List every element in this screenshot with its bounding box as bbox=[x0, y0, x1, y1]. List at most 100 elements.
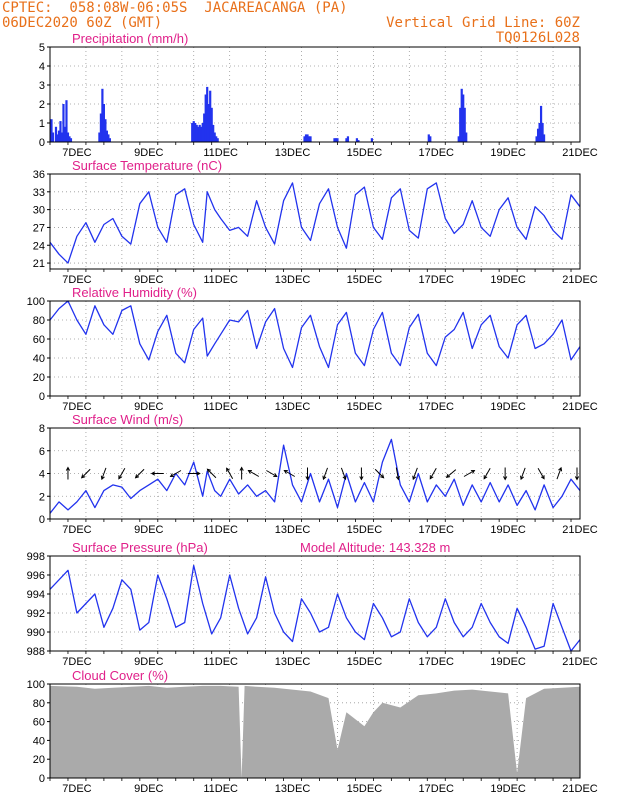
precip-bar bbox=[200, 126, 203, 142]
y-tick-label: 988 bbox=[27, 646, 45, 658]
wind-arrow-head bbox=[395, 475, 400, 481]
precip-bar bbox=[541, 123, 544, 142]
x-tick-label: 21DEC bbox=[562, 147, 598, 159]
precip-bar bbox=[457, 136, 460, 142]
precip-bar bbox=[334, 138, 338, 142]
panel-press: Surface Pressure (hPa) Model Altitude: 14… bbox=[27, 540, 598, 668]
precip-bar bbox=[105, 130, 108, 142]
y-tick-label: 60 bbox=[33, 717, 45, 729]
x-tick-label: 7DEC bbox=[62, 401, 91, 413]
x-tick-label: 11DEC bbox=[203, 524, 238, 536]
wind-arrow-head bbox=[100, 475, 105, 481]
model-altitude-label: Model Altitude: 143.328 m bbox=[300, 540, 450, 555]
y-tick-label: 2 bbox=[39, 99, 45, 111]
y-tick-label: 100 bbox=[27, 296, 45, 308]
y-tick-label: 2 bbox=[39, 491, 45, 503]
precip-bar bbox=[536, 128, 540, 142]
x-tick-label: 7DEC bbox=[62, 783, 91, 795]
x-tick-label: 15DEC bbox=[347, 524, 383, 536]
panel-wind: Surface Wind (m/s) 0 2 4 6 8 7DEC 9DEC 11DEC 13DE… bbox=[39, 412, 598, 536]
x-tick-label: 9DEC bbox=[134, 147, 163, 159]
precip-bar bbox=[309, 136, 312, 142]
precip-bar bbox=[51, 132, 55, 142]
wind-arrow-head bbox=[118, 475, 123, 480]
wind-arrow bbox=[429, 468, 437, 479]
precip-bar bbox=[345, 138, 348, 142]
x-tick-label: 17DEC bbox=[419, 147, 455, 159]
precip-bar bbox=[101, 88, 104, 142]
panel-rh: Relative Humidity (%) 0 20 40 60 80 100 7DEC 9DE… bbox=[27, 285, 598, 413]
y-tick-label: 36 bbox=[33, 169, 45, 181]
precip-bar bbox=[62, 104, 65, 142]
x-tick-label: 13DEC bbox=[275, 147, 311, 159]
press-title: Surface Pressure (hPa) bbox=[72, 540, 208, 555]
precip-bar bbox=[213, 132, 216, 142]
x-tick-label: 21DEC bbox=[562, 274, 598, 286]
wind-arrow bbox=[483, 468, 491, 479]
wind-arrow-head bbox=[247, 469, 252, 474]
wind-arrow bbox=[135, 468, 145, 479]
wind-arrow-head bbox=[445, 473, 451, 479]
precip-bar bbox=[204, 94, 207, 142]
x-tick-label: 17DEC bbox=[419, 783, 455, 795]
wind-arrow-head bbox=[540, 475, 545, 480]
wind-line bbox=[49, 438, 581, 514]
precip-bar bbox=[306, 134, 309, 142]
x-tick-label: 11DEC bbox=[203, 147, 238, 159]
precip-bar bbox=[216, 138, 219, 142]
precip-bar bbox=[206, 86, 209, 142]
x-tick-label: 7DEC bbox=[62, 656, 91, 668]
y-tick-label: 6 bbox=[39, 446, 45, 458]
precip-bar bbox=[63, 126, 67, 142]
x-tick-label: 13DEC bbox=[275, 783, 311, 795]
precip-bar bbox=[66, 132, 70, 142]
x-tick-label: 13DEC bbox=[275, 524, 311, 536]
wind-frame bbox=[49, 427, 581, 520]
y-tick-label: 0 bbox=[39, 773, 45, 785]
x-tick-label: 13DEC bbox=[275, 401, 311, 413]
precip-bar bbox=[65, 100, 68, 142]
rh-frame bbox=[49, 300, 581, 397]
wind-arrow-head bbox=[305, 476, 310, 481]
precip-bar bbox=[429, 136, 432, 142]
y-tick-label: 3 bbox=[39, 80, 45, 92]
header-station: CPTEC: 058:08W-06:05S JACAREACANGA (PA) bbox=[2, 0, 348, 16]
x-tick-label: 21DEC bbox=[562, 401, 598, 413]
precip-bar bbox=[346, 136, 350, 142]
x-tick-label: 7DEC bbox=[62, 147, 91, 159]
y-tick-label: 21 bbox=[33, 258, 45, 270]
y-tick-label: 33 bbox=[33, 187, 45, 199]
wind-arrow bbox=[81, 468, 91, 479]
wind-arrow bbox=[556, 467, 562, 480]
precip-bar bbox=[463, 107, 466, 142]
precip-bar bbox=[102, 104, 105, 142]
precip-bar bbox=[370, 138, 373, 142]
wind-arrow-head bbox=[483, 475, 488, 480]
x-tick-label: 17DEC bbox=[419, 524, 455, 536]
precip-bar bbox=[307, 136, 311, 142]
wind-arrow bbox=[412, 467, 418, 480]
precip-bar bbox=[539, 105, 543, 142]
wind-arrow bbox=[118, 468, 126, 479]
wind-arrow-head bbox=[169, 473, 175, 478]
header-date: 06DEC2020 60Z (GMT) bbox=[2, 15, 163, 31]
x-tick-label: 19DEC bbox=[490, 656, 526, 668]
wind-arrow-head bbox=[558, 466, 563, 472]
wind-arrow bbox=[395, 467, 399, 480]
wind-arrow-head bbox=[470, 469, 476, 474]
precip-bar bbox=[465, 132, 468, 142]
x-tick-label: 9DEC bbox=[134, 401, 163, 413]
y-tick-label: 27 bbox=[33, 222, 45, 234]
temp-frame bbox=[49, 173, 581, 270]
rh-title: Relative Humidity (%) bbox=[72, 285, 197, 300]
wind-title: Surface Wind (m/s) bbox=[72, 412, 183, 427]
header-model: TQ0126L028 bbox=[495, 30, 580, 46]
header-grid-line: Vertical Grid Line: 60Z bbox=[386, 15, 580, 31]
wind-arrow-head bbox=[80, 474, 86, 479]
panel-cloud: Cloud Cover (%) 0 20 40 60 80 100 7DEC 9DEC 11DEC… bbox=[27, 668, 598, 795]
y-tick-label: 8 bbox=[39, 423, 45, 435]
wind-arrow bbox=[284, 470, 295, 477]
y-tick-label: 996 bbox=[27, 570, 45, 582]
x-tick-label: 7DEC bbox=[62, 524, 91, 536]
